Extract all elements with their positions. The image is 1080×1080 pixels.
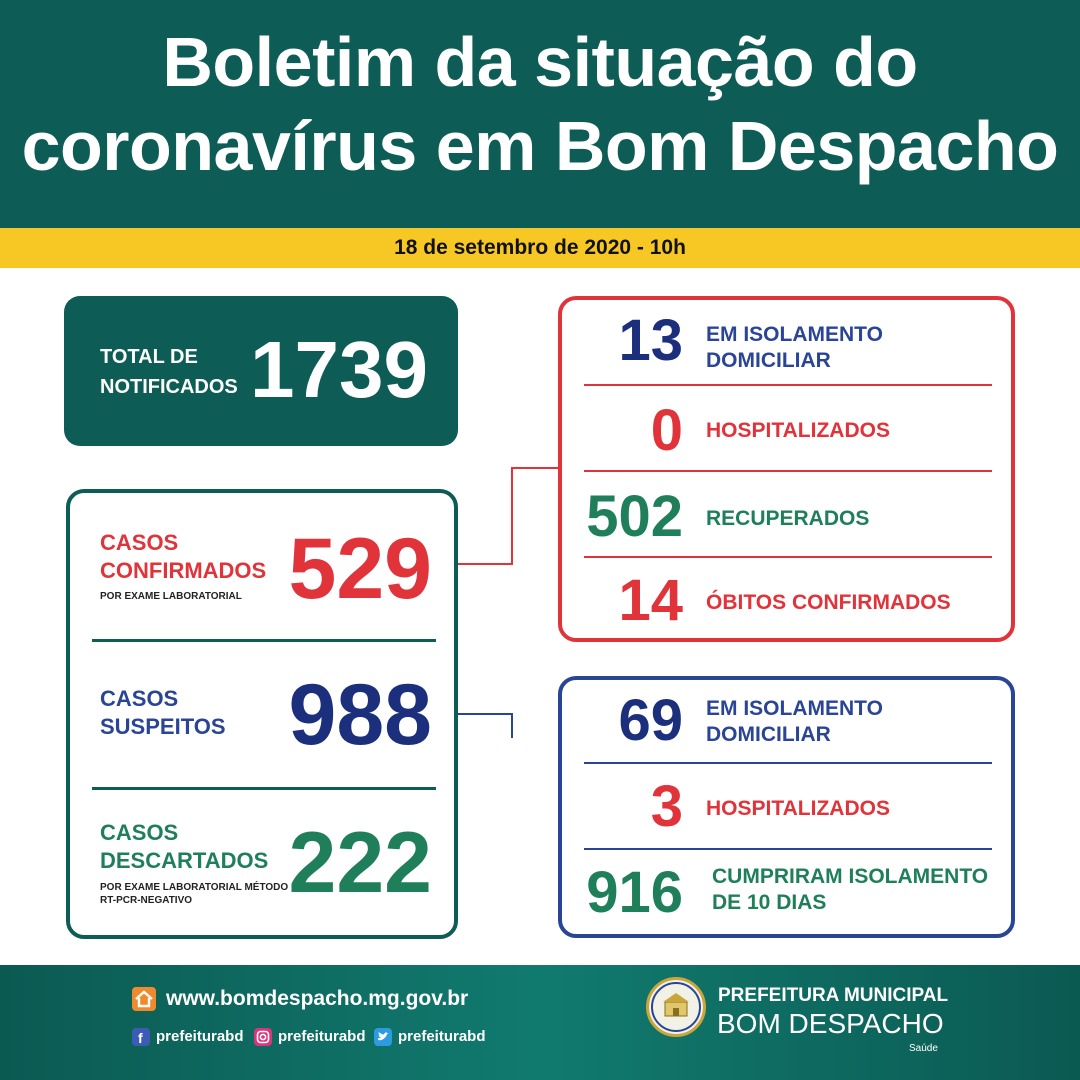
separator (584, 762, 992, 764)
recovered-label: RECUPERADOS (706, 507, 870, 530)
separator (92, 639, 436, 642)
confirmed-label-line-1: CASOS (100, 530, 179, 555)
isolation-label-line-1: EM ISOLAMENTO (706, 323, 883, 346)
total-notified-value: 1739 (250, 325, 428, 414)
confirmed-connector (458, 467, 560, 565)
suspected-value: 988 (288, 667, 433, 763)
suspected-isolation-label: EM ISOLAMENTO DOMICILIAR (706, 696, 883, 748)
facebook-text: prefeiturabd (156, 1028, 244, 1045)
title-line-1: Boletim da situação do (162, 23, 918, 101)
instagram-handle[interactable]: prefeiturabd (254, 1027, 366, 1047)
completed-isolation-label: CUMPRIRAM ISOLAMENTO DE 10 DIAS (712, 864, 988, 916)
deaths-value: 14 (618, 568, 683, 633)
twitter-handle[interactable]: prefeiturabd (374, 1027, 486, 1047)
suspected-hospitalized-value: 3 (650, 774, 683, 839)
confirmed-label-line-2: CONFIRMADOS (100, 558, 267, 583)
instagram-text: prefeiturabd (278, 1028, 366, 1045)
separator (584, 848, 992, 850)
completed-isolation-label-line-2: DE 10 DIAS (712, 891, 827, 914)
facebook-icon: f (132, 1028, 150, 1046)
isolation-value: 13 (618, 308, 683, 373)
confirmed-value: 529 (288, 521, 433, 617)
date-bar: 18 de setembro de 2020 - 10h (0, 228, 1080, 268)
suspected-label-line-2: SUSPEITOS (100, 714, 226, 739)
separator (584, 556, 992, 558)
confirmed-sub: POR EXAME LABORATORIAL (100, 591, 242, 602)
separator (584, 470, 992, 472)
discarded-label-line-2: DESCARTADOS (100, 848, 269, 873)
isolation-label-line-2: DOMICILIAR (706, 349, 831, 372)
total-label-line-2: NOTIFICADOS (100, 376, 238, 398)
instagram-icon (254, 1028, 272, 1046)
separator (584, 384, 992, 386)
confirmed-breakdown-card: 13 EM ISOLAMENTO DOMICILIAR 0 HOSPITALIZ… (558, 296, 1015, 642)
suspected-connector (458, 713, 513, 738)
org-name-line-1: PREFEITURA MUNICIPAL (718, 985, 949, 1006)
separator (92, 787, 436, 790)
connector-lines (458, 467, 560, 738)
municipal-seal (646, 977, 706, 1037)
header-banner: Boletim da situação do coronavírus em Bo… (0, 0, 1080, 228)
footer: www.bomdespacho.mg.gov.br f prefeiturabd… (0, 965, 1080, 1080)
hospitalized-value: 0 (650, 398, 683, 463)
total-label-line-1: TOTAL DE (100, 346, 198, 368)
discarded-sub: POR EXAME LABORATORIAL MÉTODO RT-PCR-NEG… (100, 881, 288, 907)
org-name-line-2: BOM DESPACHO (717, 1008, 944, 1039)
suspected-isolation-label-line-2: DOMICILIAR (706, 723, 831, 746)
completed-isolation-value: 916 (586, 860, 683, 925)
org-department: Saúde (909, 1043, 938, 1054)
svg-text:f: f (138, 1030, 143, 1046)
twitter-icon (374, 1028, 392, 1046)
recovered-value: 502 (586, 484, 683, 549)
page-title: Boletim da situação do coronavírus em Bo… (0, 20, 1080, 188)
suspected-breakdown-card: 69 EM ISOLAMENTO DOMICILIAR 3 HOSPITALIZ… (558, 676, 1015, 938)
completed-isolation-label-line-1: CUMPRIRAM ISOLAMENTO (712, 865, 989, 888)
confirmed-label: CASOS CONFIRMADOS (100, 529, 266, 585)
suspected-label-line-1: CASOS (100, 686, 179, 711)
discarded-value: 222 (288, 815, 433, 911)
discarded-sub-line-2: RT-PCR-NEGATIVO (100, 895, 193, 906)
hospitalized-label: HOSPITALIZADOS (706, 419, 890, 442)
discarded-label-line-1: CASOS (100, 820, 179, 845)
isolation-label: EM ISOLAMENTO DOMICILIAR (706, 322, 883, 374)
total-notified-card: TOTAL DE NOTIFICADOS 1739 (64, 296, 458, 446)
suspected-isolation-value: 69 (618, 688, 683, 753)
cases-card: CASOS CONFIRMADOS POR EXAME LABORATORIAL… (66, 489, 458, 939)
home-icon (132, 987, 156, 1011)
discarded-label: CASOS DESCARTADOS (100, 819, 268, 875)
title-line-2: coronavírus em Bom Despacho (21, 107, 1059, 185)
suspected-isolation-label-line-1: EM ISOLAMENTO (706, 697, 883, 720)
facebook-handle[interactable]: f prefeiturabd (132, 1027, 244, 1047)
deaths-label: ÓBITOS CONFIRMADOS (706, 591, 951, 614)
twitter-text: prefeiturabd (398, 1028, 486, 1045)
suspected-label: CASOS SUSPEITOS (100, 685, 226, 741)
total-notified-label: TOTAL DE NOTIFICADOS (100, 342, 238, 402)
suspected-hospitalized-label: HOSPITALIZADOS (706, 797, 890, 820)
discarded-sub-line-1: POR EXAME LABORATORIAL MÉTODO (100, 882, 289, 893)
website-link[interactable]: www.bomdespacho.mg.gov.br (166, 987, 469, 1010)
